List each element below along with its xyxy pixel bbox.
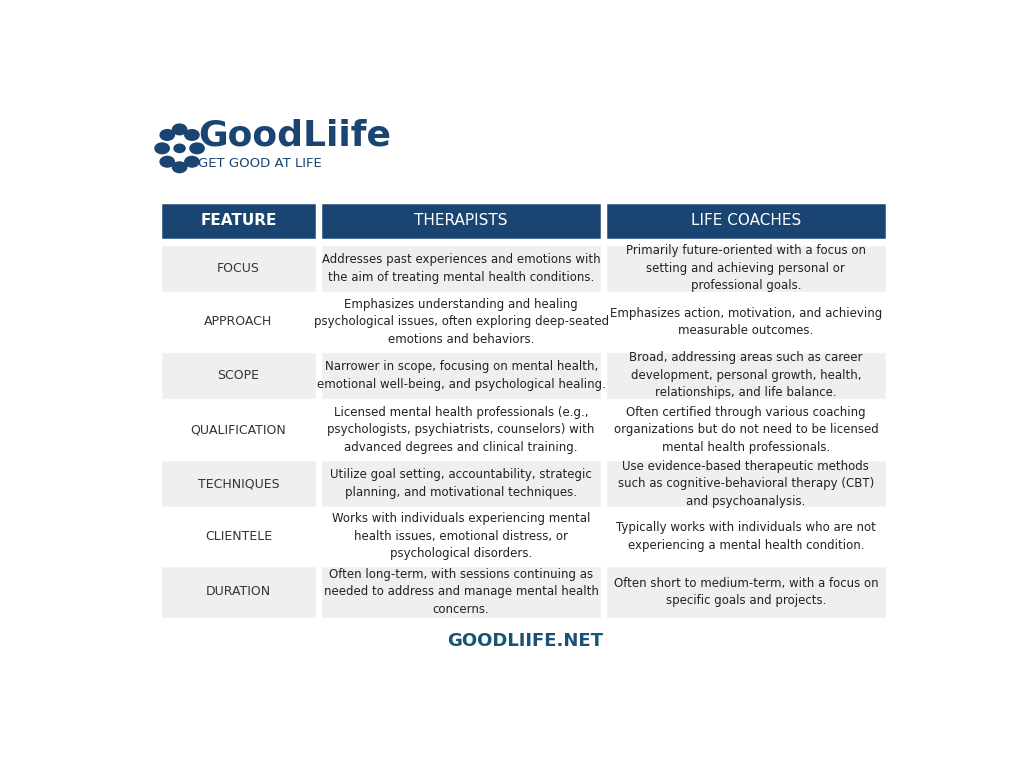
Circle shape (189, 143, 204, 154)
Text: THERAPISTS: THERAPISTS (415, 214, 508, 228)
Circle shape (172, 162, 186, 173)
Text: Often long-term, with sessions continuing as
needed to address and manage mental: Often long-term, with sessions continuin… (324, 568, 599, 616)
Text: Works with individuals experiencing mental
health issues, emotional distress, or: Works with individuals experiencing ment… (332, 512, 591, 561)
FancyBboxPatch shape (321, 296, 602, 347)
FancyBboxPatch shape (321, 512, 602, 561)
FancyBboxPatch shape (160, 244, 317, 293)
FancyBboxPatch shape (321, 459, 602, 508)
Text: Often short to medium-term, with a focus on
specific goals and projects.: Often short to medium-term, with a focus… (613, 577, 879, 607)
Text: FOCUS: FOCUS (217, 262, 260, 275)
Text: Addresses past experiences and emotions with
the aim of treating mental health c: Addresses past experiences and emotions … (322, 253, 600, 283)
FancyBboxPatch shape (160, 459, 317, 508)
FancyBboxPatch shape (160, 201, 317, 240)
Circle shape (184, 157, 199, 167)
Circle shape (160, 130, 174, 141)
Text: GoodLiife: GoodLiife (198, 118, 391, 152)
Text: Narrower in scope, focusing on mental health,
emotional well-being, and psycholo: Narrower in scope, focusing on mental he… (316, 360, 605, 391)
FancyBboxPatch shape (605, 296, 887, 347)
FancyBboxPatch shape (605, 201, 887, 240)
Text: QUALIFICATION: QUALIFICATION (190, 423, 287, 436)
Text: SCOPE: SCOPE (217, 369, 259, 382)
FancyBboxPatch shape (160, 296, 317, 347)
Text: Utilize goal setting, accountability, strategic
planning, and motivational techn: Utilize goal setting, accountability, st… (331, 468, 592, 499)
FancyBboxPatch shape (605, 351, 887, 399)
FancyBboxPatch shape (321, 244, 602, 293)
Text: GET GOOD AT LIFE: GET GOOD AT LIFE (198, 157, 322, 170)
FancyBboxPatch shape (160, 351, 317, 399)
Text: Licensed mental health professionals (e.g.,
psychologists, psychiatrists, counse: Licensed mental health professionals (e.… (328, 406, 595, 454)
FancyBboxPatch shape (605, 459, 887, 508)
Circle shape (160, 157, 174, 167)
Text: Emphasizes understanding and healing
psychological issues, often exploring deep-: Emphasizes understanding and healing psy… (313, 298, 608, 346)
Text: CLIENTELE: CLIENTELE (205, 530, 272, 543)
Text: Typically works with individuals who are not
experiencing a mental health condit: Typically works with individuals who are… (616, 521, 876, 551)
FancyBboxPatch shape (160, 564, 317, 619)
Circle shape (184, 130, 199, 141)
FancyBboxPatch shape (605, 564, 887, 619)
Text: Often certified through various coaching
organizations but do not need to be lic: Often certified through various coaching… (613, 406, 879, 454)
FancyBboxPatch shape (605, 244, 887, 293)
Circle shape (155, 143, 169, 154)
Text: Use evidence-based therapeutic methods
such as cognitive-behavioral therapy (CBT: Use evidence-based therapeutic methods s… (617, 459, 874, 508)
Text: FEATURE: FEATURE (201, 214, 276, 228)
FancyBboxPatch shape (321, 201, 602, 240)
Text: DURATION: DURATION (206, 585, 271, 598)
FancyBboxPatch shape (321, 564, 602, 619)
Text: Emphasizes action, motivation, and achieving
measurable outcomes.: Emphasizes action, motivation, and achie… (609, 306, 882, 337)
FancyBboxPatch shape (321, 351, 602, 399)
Text: APPROACH: APPROACH (205, 316, 272, 329)
FancyBboxPatch shape (605, 404, 887, 455)
FancyBboxPatch shape (160, 512, 317, 561)
Text: TECHNIQUES: TECHNIQUES (198, 477, 280, 490)
Text: GOODLIIFE.NET: GOODLIIFE.NET (446, 632, 603, 650)
Text: Broad, addressing areas such as career
development, personal growth, health,
rel: Broad, addressing areas such as career d… (629, 352, 862, 399)
Circle shape (174, 144, 185, 153)
FancyBboxPatch shape (605, 512, 887, 561)
Text: Primarily future-oriented with a focus on
setting and achieving personal or
prof: Primarily future-oriented with a focus o… (626, 244, 866, 293)
Circle shape (172, 124, 186, 134)
Text: LIFE COACHES: LIFE COACHES (691, 214, 801, 228)
FancyBboxPatch shape (321, 404, 602, 455)
FancyBboxPatch shape (160, 404, 317, 455)
